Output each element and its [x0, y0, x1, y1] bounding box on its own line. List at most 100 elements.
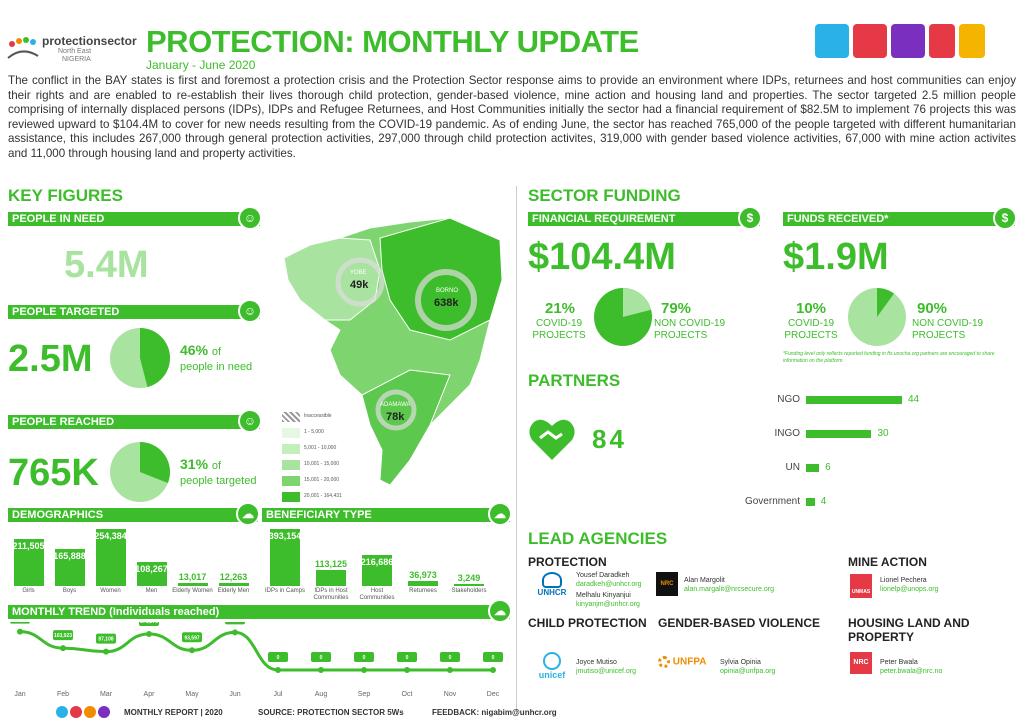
bar-value: 13,017	[178, 572, 207, 583]
protection-p3-name: Alan Margolit	[684, 577, 725, 584]
targeted-pie-slice	[140, 328, 171, 388]
trend-month: Jan	[14, 691, 25, 698]
trend-point	[103, 648, 109, 655]
partner-value: 4	[820, 496, 827, 507]
people-in-need-value: 5.4M	[64, 244, 149, 286]
cloud-icon: ☁	[488, 599, 512, 623]
intro-text: The conflict in the BAY states is first …	[8, 74, 1016, 160]
gbv-name: Sylvia Opinia	[720, 659, 761, 666]
bar-value: 12,263	[219, 572, 248, 583]
reached-pct-block: 31% of	[180, 456, 221, 472]
legend-label: 1 - 5,000	[304, 429, 324, 435]
trend-value: 0	[449, 655, 452, 661]
unicef-emblem	[543, 652, 561, 670]
page-title: PROTECTION: MONTHLY UPDATE	[146, 24, 639, 59]
map-borno-label: BORNO	[436, 288, 458, 294]
cloud-icon: ☁	[236, 502, 260, 526]
bar-label: Women	[100, 588, 121, 594]
trend-value: 0	[277, 655, 280, 661]
demographics-chart: 211,505 Girls 165,888 Boys 254,384 Women 108,2…	[8, 528, 258, 600]
trend-value: 178,434	[226, 622, 244, 623]
footer-dot-icon	[84, 706, 96, 718]
hlp-mail[interactable]: peter.bwala@nrc.no	[880, 668, 943, 675]
legend-row	[282, 444, 300, 454]
trend-value-box	[440, 652, 460, 662]
protection-icon	[815, 24, 849, 58]
unhcr-logo: UNHCR	[534, 572, 570, 602]
targeted-pct-sub: people in need	[180, 361, 253, 373]
trend-value: 93,597	[184, 635, 200, 641]
trend-point	[17, 628, 23, 635]
bar-label: Girls	[22, 588, 35, 594]
trend-value: 0	[320, 655, 323, 661]
trend-value: 182,026	[11, 622, 29, 623]
req-lab-b: NON COVID-19 PROJECTS	[654, 318, 726, 341]
bar	[270, 528, 300, 586]
trend-month: Dec	[487, 691, 500, 698]
people-reached-value: 765K	[8, 452, 99, 494]
partner-label: NGO	[777, 394, 800, 405]
unicef-logo: unicef	[532, 652, 572, 682]
partner-bar	[806, 396, 902, 404]
unfpa-logo: UNFPA	[658, 656, 714, 676]
trend-value: 0	[363, 655, 366, 661]
gbv-mail[interactable]: opinia@unfpa.org	[720, 668, 776, 675]
legend-label: 20,001 - 164,431	[304, 493, 342, 499]
handshake-icon	[529, 419, 575, 460]
bar-label: Host Communities	[359, 588, 395, 601]
footer-dot-icon	[98, 706, 110, 718]
people-reached-header: PEOPLE REACHED ☺	[8, 409, 262, 433]
people-targeted-label: PEOPLE TARGETED	[12, 306, 120, 318]
trend-month: Jun	[229, 691, 240, 698]
legend-row	[282, 492, 300, 502]
trend-point	[361, 667, 367, 673]
funds-received-header: FUNDS RECEIVED* $	[783, 206, 1017, 230]
trend-value-box	[139, 622, 159, 626]
legend-row	[282, 428, 300, 438]
protection-p2-mail[interactable]: kinyanjm@unhcr.org	[576, 601, 640, 608]
financial-requirement-header: FINANCIAL REQUIREMENT $	[528, 206, 762, 230]
map-yobe-label: YOBE	[350, 270, 367, 276]
bar	[136, 561, 167, 586]
footer-dot-icon	[56, 706, 68, 718]
financial-requirement-value: $104.4M	[528, 236, 676, 278]
protection-p3-mail[interactable]: alan.margalit@nrcsecure.org	[684, 586, 774, 593]
gbv-head: GENDER-BASED VIOLENCE	[658, 616, 821, 630]
page-subtitle: January - June 2020	[146, 58, 256, 72]
demographics-title: DEMOGRAPHICS	[12, 509, 104, 521]
legend-row	[282, 412, 300, 422]
bar	[454, 584, 484, 586]
footer-dot-icon	[70, 706, 82, 718]
trend-month: Mar	[100, 691, 113, 698]
trend-value: 0	[492, 655, 495, 661]
trend-value-box	[483, 652, 503, 662]
trend-chart: 182,026 Jan 103,923 Feb 87,108 Mar 171,278 Apr 9…	[10, 622, 503, 698]
trend-value-box	[182, 632, 202, 643]
footer-feedback[interactable]: FEEDBACK: nigabim@unhcr.org	[432, 708, 557, 717]
bar-value: 211,505	[12, 540, 45, 551]
bar-label: Boys	[62, 588, 77, 594]
child-protection-mail[interactable]: jmutiso@unicef.org	[576, 668, 637, 675]
bar-label: Elderly Men	[217, 588, 250, 594]
people-icon: ☺	[238, 299, 262, 323]
trend-value-box	[268, 652, 288, 662]
demographics-header: DEMOGRAPHICS ☁	[8, 502, 260, 526]
nrc-hlp-text: NRC	[853, 659, 869, 666]
trend-point	[318, 667, 324, 673]
bar	[95, 529, 126, 586]
funding-note: *Funding level only reflects reported fu…	[783, 351, 995, 364]
cloud-icon: ☁	[488, 502, 512, 526]
bar-value: 113,125	[314, 558, 348, 569]
protection-p2-name: Melhalu Kinyanjui	[576, 592, 631, 599]
gbv-icon	[891, 24, 925, 58]
trend-month: Feb	[57, 691, 69, 698]
mine-action-mail[interactable]: lionelp@unops.org	[880, 586, 939, 593]
rec-pct-a: 10%	[795, 300, 827, 317]
protection-p1-mail[interactable]: daradkeh@unhcr.org	[576, 581, 642, 588]
partner-value: 44	[908, 394, 920, 405]
hlp-icon	[959, 24, 985, 58]
bay-states-map: YOBE 49k BORNO 638k ADAMAWA 78k	[283, 217, 503, 486]
req-pct-b: 79%	[660, 300, 692, 317]
beneficiary-title: BENEFICIARY TYPE	[266, 509, 372, 521]
hlp-name: Peter Bwala	[880, 659, 918, 666]
